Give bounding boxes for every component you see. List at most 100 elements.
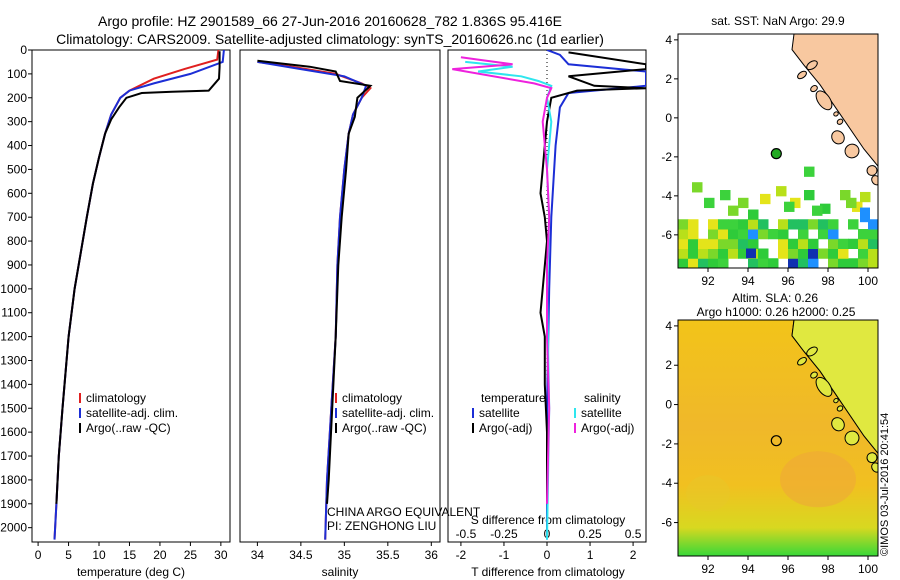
sst-cell (808, 248, 819, 259)
sst_map-x-tick-label: 98 (821, 274, 835, 288)
temperature-legend-label: climatology (86, 391, 146, 405)
copyright-stamp: ©IMOS 03-Jul-2016 20:41:54 (879, 412, 891, 556)
sst-cell (688, 219, 699, 230)
sla_map-x-tick-label: 96 (781, 562, 795, 576)
temperature-x-tick-label: 20 (153, 548, 167, 562)
sst_map-y-tick-label: -2 (661, 150, 672, 164)
depth-tick-label: 200 (7, 91, 27, 105)
header-line-2: Climatology: CARS2009. Satellite-adjuste… (56, 31, 604, 47)
sla_map-island (866, 452, 878, 464)
difference-line-s-argo-adj- (452, 56, 553, 504)
sst-cell (788, 238, 799, 249)
sst-cell (828, 238, 839, 249)
sst-cell (778, 229, 789, 240)
depth-tick-label: 1400 (0, 377, 27, 391)
sst-cell (718, 248, 729, 259)
sst-cell (798, 248, 809, 259)
salinity-line-argo-raw-qc- (257, 59, 373, 504)
temperature-x-tick-label: 15 (123, 548, 137, 562)
sla_map-x-tick-label: 100 (858, 562, 878, 576)
sst-cell (758, 258, 769, 268)
sst-cell-cold (746, 248, 756, 259)
difference-legend-label: Argo(-adj) (581, 421, 634, 435)
sst-cell (828, 248, 839, 259)
sst-cell (860, 191, 871, 203)
sst_map-island (810, 85, 818, 93)
sst-cell (868, 258, 878, 268)
temperature-legend-label: satellite-adj. clim. (86, 406, 178, 420)
sst_map-island (844, 143, 860, 159)
sst-cell (852, 201, 863, 212)
sst-cell (808, 258, 819, 268)
salinity-legend-label: climatology (342, 391, 402, 405)
depth-tick-label: 1500 (0, 401, 27, 415)
sst-cell (728, 229, 739, 240)
sst-cell (748, 209, 759, 220)
sst-cell (748, 219, 759, 230)
difference-legend-salinity-title: salinity (584, 391, 621, 405)
sst-cell (708, 248, 719, 259)
difference-legend-temperature-title: temperature (481, 391, 546, 405)
temperature-line-argo-raw-qc- (55, 51, 221, 504)
sst-cell (798, 219, 809, 230)
sst_map-island (871, 175, 878, 186)
temperature-plot-frame (31, 49, 231, 543)
depth-tick-label: 1000 (0, 282, 27, 296)
sst-cell (728, 205, 739, 216)
sst-cell (838, 258, 849, 268)
difference-x-tick-label: 0 (544, 548, 551, 562)
sst-cell (718, 258, 729, 268)
sst-cell (678, 258, 689, 268)
difference-x-tick-label: -2 (456, 548, 467, 562)
sla_map-island (871, 462, 878, 473)
sst_map-island (797, 70, 807, 80)
sst_map-island (806, 60, 818, 71)
sst_map-frame (677, 33, 879, 269)
difference-line-s-satellite (465, 60, 553, 540)
depth-tick-label: 1300 (0, 353, 27, 367)
salinity-x-tick-label: 34 (251, 548, 265, 562)
sla_map-island (806, 346, 818, 357)
sst_map-y-tick-label: 4 (665, 33, 672, 47)
salinity-plot-frame (239, 49, 441, 543)
sst-cell (678, 219, 689, 230)
sla_map-frame (677, 319, 879, 557)
sst-cell (760, 193, 771, 205)
sst-cell (768, 229, 779, 240)
salinity-difference-tick-label: -0.25 (490, 527, 518, 541)
temperature-x-tick-label: 30 (214, 548, 228, 562)
sst-cell (708, 229, 719, 240)
sst-cell (818, 248, 829, 259)
sst-cell (788, 258, 799, 268)
sla-map-title-line-1: Altim. SLA: 0.26 (732, 291, 818, 305)
sst-cell (738, 197, 749, 209)
sst-cell (698, 258, 709, 268)
sst-cell (708, 219, 719, 230)
sst-cell (692, 182, 703, 193)
sst-cell (788, 248, 799, 259)
sst-cell (812, 205, 823, 216)
sst_map-island (833, 111, 839, 117)
difference-x-tick-label: -1 (499, 548, 510, 562)
depth-tick-label: 1200 (0, 330, 27, 344)
temperature-legend-label: Argo(..raw -QC) (86, 421, 171, 435)
sst-cell (808, 219, 819, 230)
depth-tick-label: 500 (7, 162, 27, 176)
sla_map-x-tick-label: 98 (821, 562, 835, 576)
sst-cell (718, 238, 729, 249)
sst-cell (720, 190, 731, 201)
sst-cell (758, 248, 769, 259)
sst_map-island (831, 130, 845, 145)
sst_map-island (815, 90, 833, 111)
sst-cell (738, 248, 749, 259)
sst-cell (778, 219, 789, 230)
sst-cell (848, 219, 859, 230)
sla_map-argo-marker (770, 435, 782, 447)
sst-cell (858, 229, 869, 240)
sla_map-y-tick-label: -4 (661, 476, 672, 490)
depth-tick-label: 300 (7, 115, 27, 129)
sst-cell (858, 248, 869, 259)
sst_map-y-tick-label: 0 (665, 111, 672, 125)
sla_map-island (844, 430, 860, 446)
